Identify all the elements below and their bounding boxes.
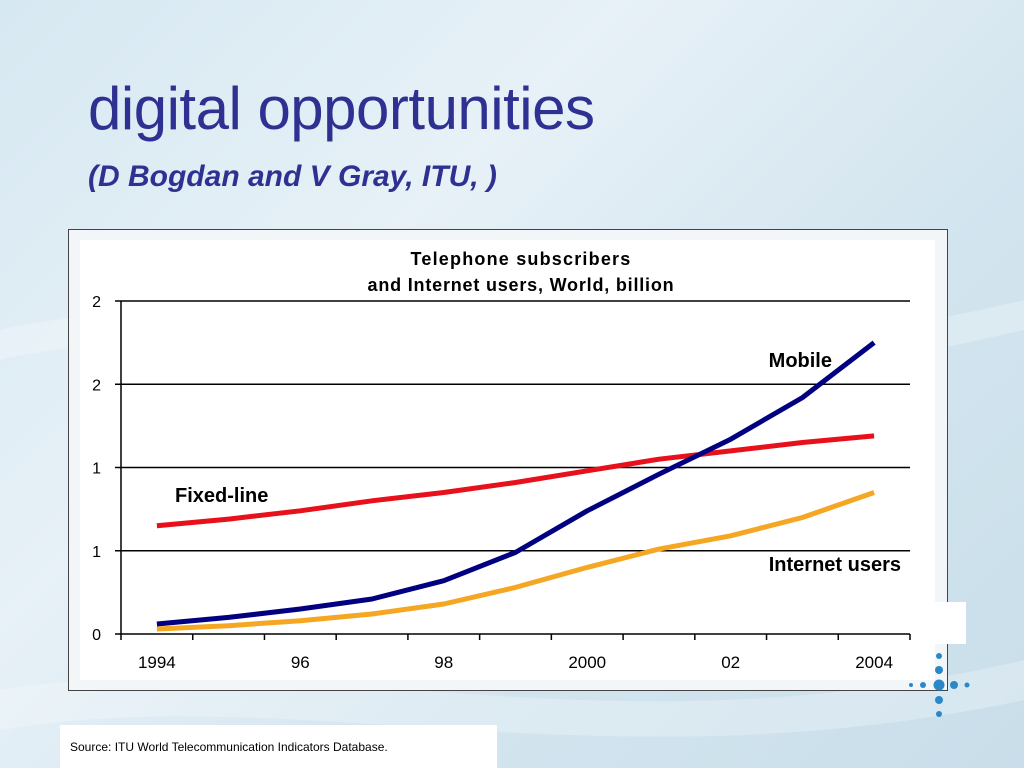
x-tick-label: 98	[434, 653, 453, 672]
slide-subtitle: (D Bogdan and V Gray, ITU, )	[88, 160, 497, 193]
y-tick-label: 2	[92, 377, 101, 394]
series-line-fixed-line	[156, 433, 875, 529]
y-tick-label: 0	[92, 627, 101, 644]
series-label-internet-users: Internet users	[769, 554, 901, 576]
series-lines	[156, 340, 876, 632]
y-tick-label: 1	[92, 544, 101, 561]
x-tick-label: 2000	[568, 653, 606, 672]
series-label-mobile: Mobile	[769, 350, 832, 372]
series-line-mobile	[156, 340, 876, 627]
x-tick-label: 1994	[138, 653, 176, 672]
y-tick-label: 2	[92, 294, 101, 311]
source-box: Source: ITU World Telecommunication Indi…	[60, 725, 497, 768]
y-tick-label: 1	[92, 461, 101, 478]
gridlines	[121, 300, 910, 552]
chart-panel	[80, 240, 935, 680]
series-labels: Fixed-line Mobile Internet users	[175, 350, 901, 576]
slide-title: digital opportunities	[88, 75, 595, 142]
source-note: Source: ITU World Telecommunication Indi…	[70, 740, 388, 754]
decorative-dots	[909, 653, 970, 717]
axes: 0 1 1 2 2 1994 96 98 2000 02 2004	[92, 294, 911, 672]
decorative-patch	[935, 602, 966, 644]
x-tick-label: 02	[721, 653, 740, 672]
chart-title-line-1: Telephone subscribers	[411, 249, 632, 269]
chart-title-line-2: and Internet users, World, billion	[368, 275, 675, 295]
x-tick-label: 96	[291, 653, 310, 672]
x-tick-label: 2004	[855, 653, 893, 672]
series-label-fixed-line: Fixed-line	[175, 485, 268, 507]
series-line-internet-users	[156, 490, 875, 632]
